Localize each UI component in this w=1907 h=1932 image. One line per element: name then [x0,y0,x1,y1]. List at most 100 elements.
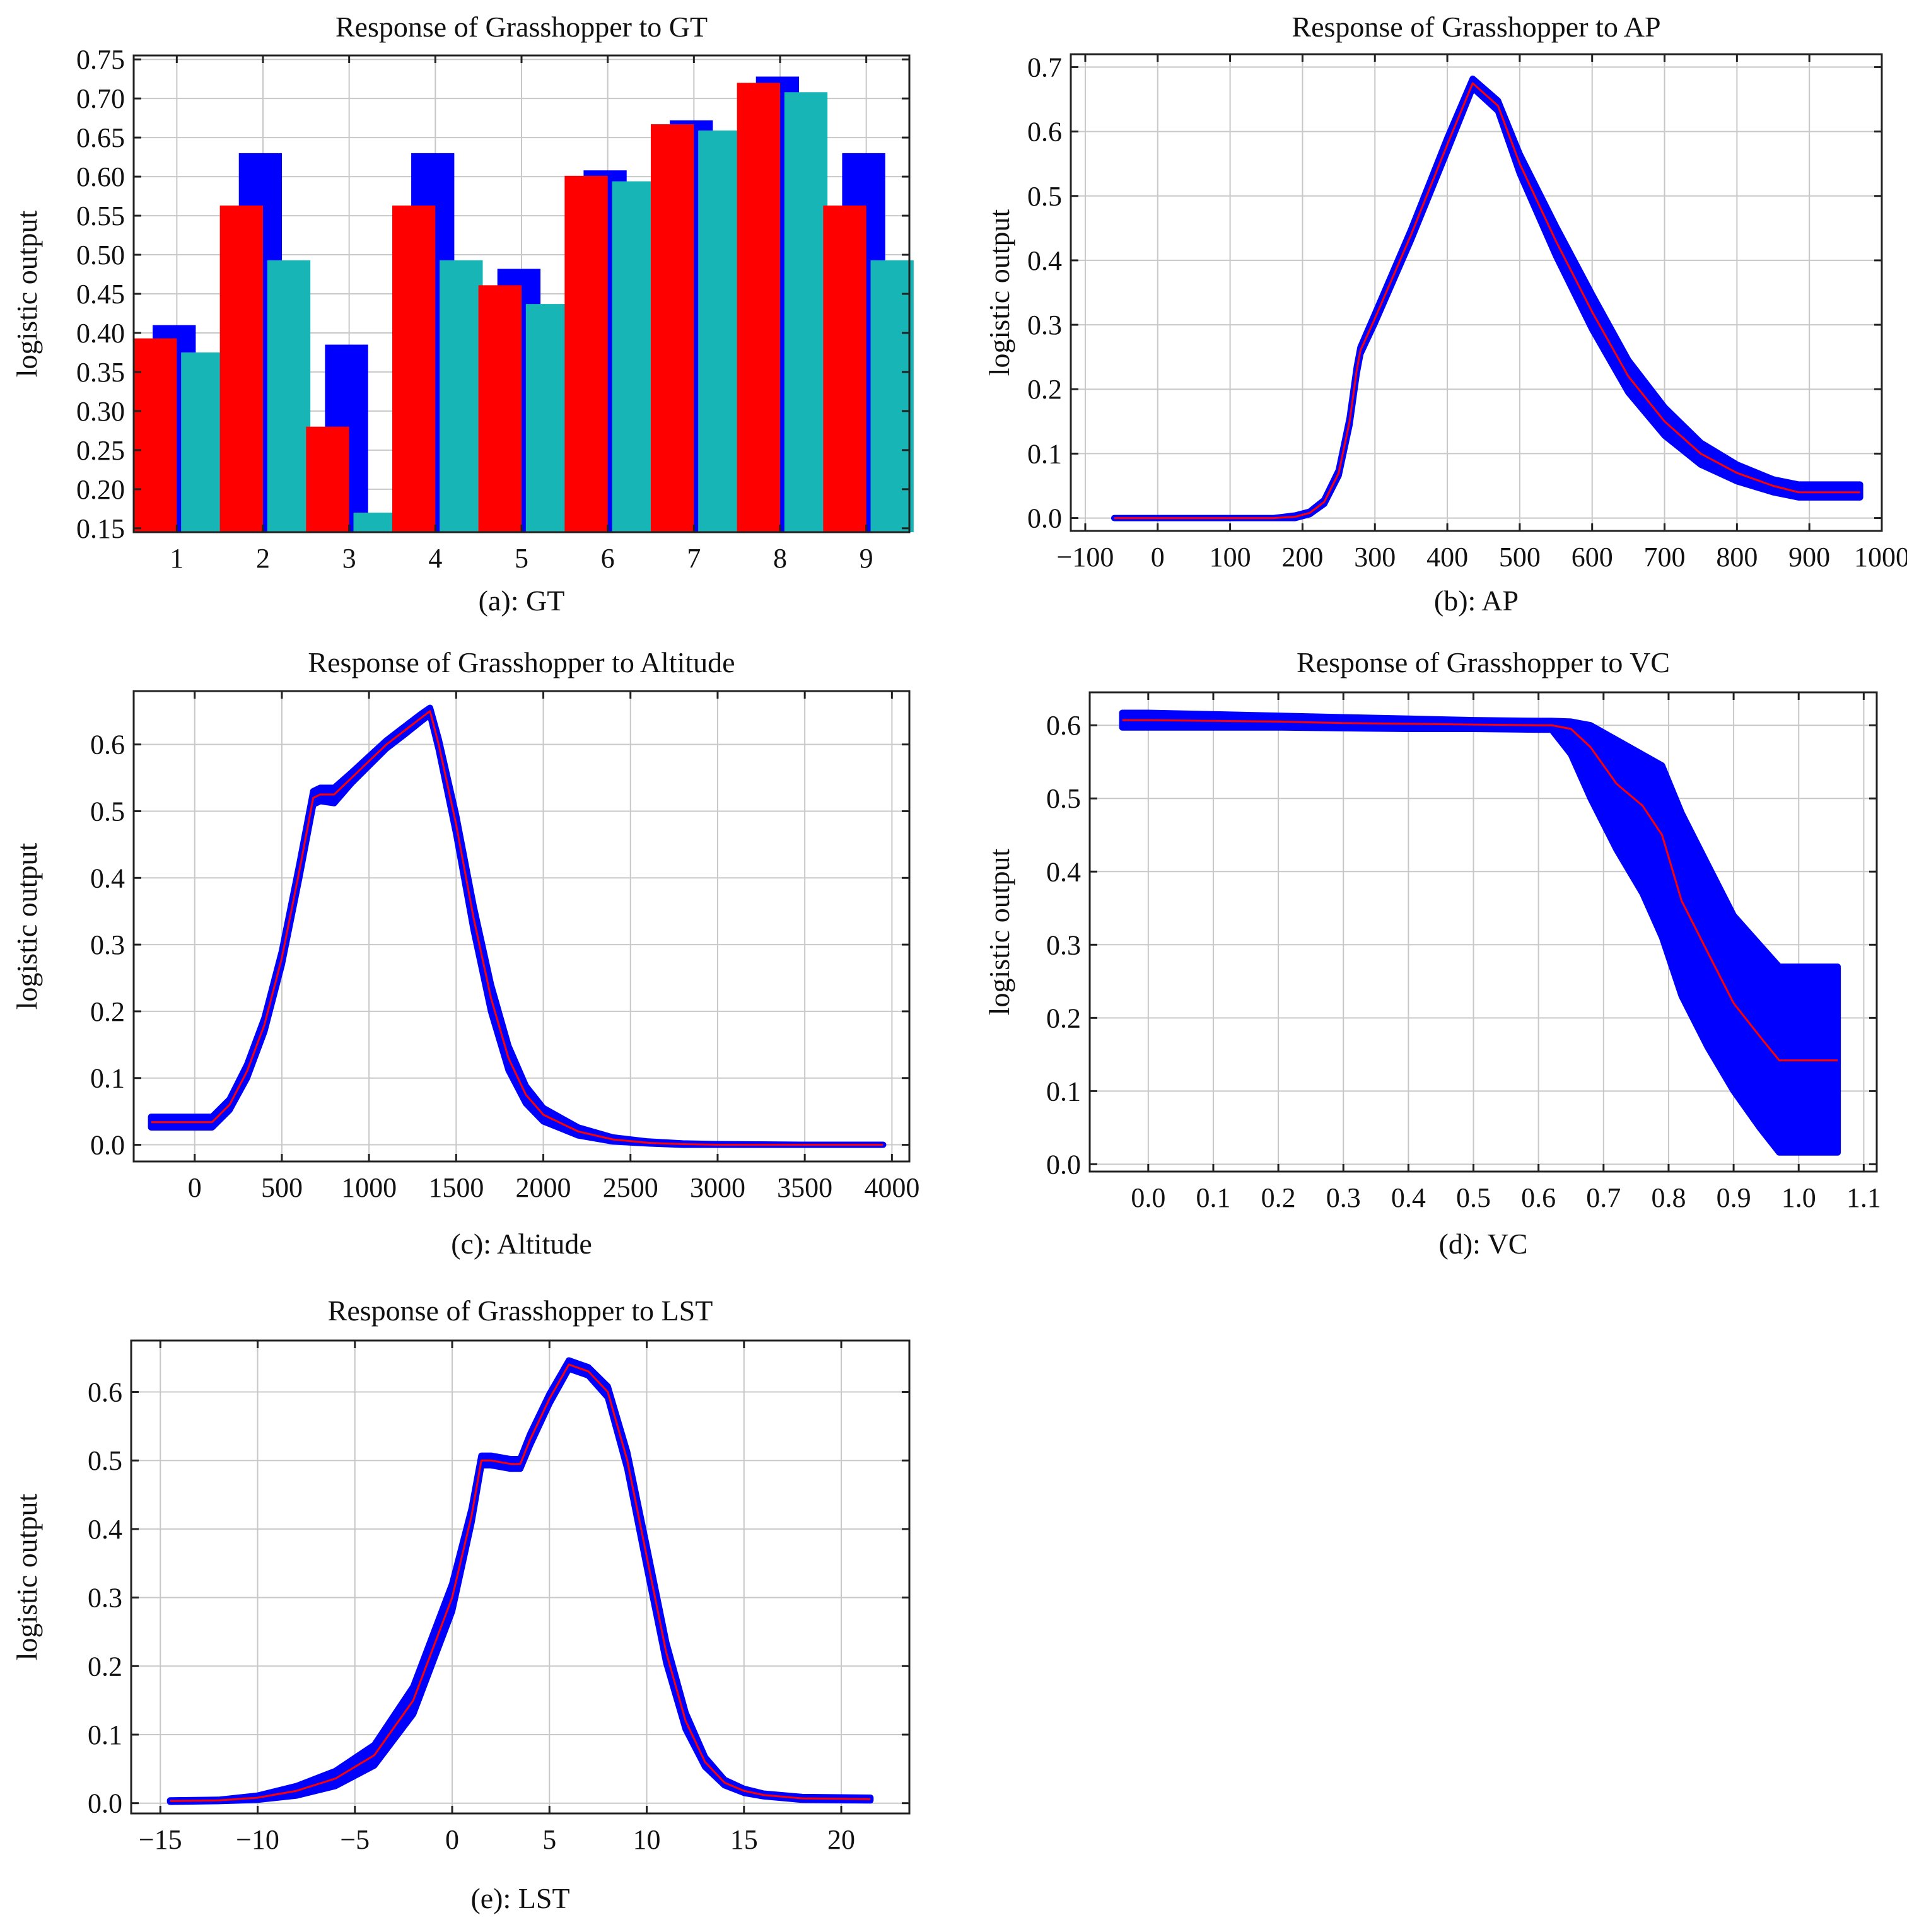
y-tick-label: 0.4 [1046,856,1081,887]
mean-response-line [170,1363,871,1802]
y-tick-label: 0.60 [76,161,125,192]
y-tick-label: 0.15 [76,513,125,544]
x-tick-label: −15 [139,1824,182,1855]
y-tick-label: 0.6 [1027,117,1062,148]
x-tick-label: 500 [261,1172,303,1203]
x-tick-label: −100 [1057,542,1114,573]
x-tick-label: 1.1 [1846,1182,1881,1213]
chart-title-c: Response of Grasshopper to Altitude [308,646,735,678]
y-tick-label: 0.2 [90,996,125,1027]
y-tick-label: 0.4 [88,1514,122,1545]
x-tick-label: 10 [633,1824,661,1855]
plot-frame-e [130,1339,911,1815]
y-tick-label: 0.6 [88,1377,122,1408]
x-tick-label: 300 [1354,542,1396,573]
x-tick-label: 0.1 [1196,1182,1230,1213]
chart-title-a: Response of Grasshopper to GT [335,11,708,43]
x-tick-label: 3000 [690,1172,745,1203]
chart-title-d: Response of Grasshopper to VC [1297,646,1670,678]
y-tick-label: 0.5 [1027,181,1062,212]
x-tick-label: 0.3 [1326,1182,1361,1213]
mean-response-line [151,710,884,1146]
chart-title-e: Response of Grasshopper to LST [328,1295,713,1327]
bar-mean-8 [737,83,780,532]
y-tick-label: 0.6 [1046,710,1081,741]
x-tick-label: 8 [773,543,787,574]
y-tick-label: 0.35 [76,357,125,388]
bar-mean-6 [564,175,608,532]
x-tick-label: −10 [236,1824,279,1855]
bar-lower-7 [698,130,742,532]
x-tick-label: 0.4 [1391,1182,1426,1213]
y-tick-label: 0.0 [88,1788,122,1819]
x-tick-label: 4000 [864,1172,919,1203]
x-tick-label: 2000 [516,1172,571,1203]
x-tick-label: 20 [827,1824,855,1855]
x-tick-label: 200 [1281,542,1323,573]
y-tick-label: 0.5 [90,796,125,827]
confidence-band [1119,709,1841,1156]
x-tick-label: 0.9 [1717,1182,1751,1213]
x-tick-label: 0 [1151,542,1165,573]
y-tick-label: 0.3 [1027,310,1062,340]
bar-lower-8 [784,92,828,533]
x-tick-label: 600 [1572,542,1613,573]
series-d [1119,709,1841,1156]
y-tick-label: 0.20 [76,474,125,505]
y-tick-label: 0.55 [76,201,125,231]
y-tick-label: 0.70 [76,83,125,114]
x-tick-label: 1000 [341,1172,397,1203]
y-tick-label: 0.3 [1046,929,1081,960]
bar-lower-4 [440,260,483,532]
panel-b: 0.0 0.1 0.2 0.3 0.4 0.5 0.6 0.7 −100 0 100 200 300 40… [983,11,1907,617]
y-tick-label: 0.4 [90,863,125,893]
bar-lower-5 [525,304,569,532]
grid-e [131,1341,909,1813]
plot-frame-d [1088,691,1878,1173]
bar-mean-3 [306,426,349,532]
y-tick-label: 0.5 [88,1445,122,1476]
y-tick-label: 0.75 [76,44,125,75]
y-tick-label: 0.6 [90,730,125,760]
x-tick-label: 0.2 [1261,1182,1296,1213]
tick-labels-a: 0.15 0.20 0.25 0.30 0.35 0.40 0.45 0.50 0.55 0.60… [76,44,909,574]
y-tick-label: 0.3 [90,929,125,960]
y-tick-label: 0.1 [1046,1076,1081,1107]
mean-response-line [1122,719,1838,1062]
x-tick-label: 3 [342,543,356,574]
x-tick-label: 1500 [428,1172,484,1203]
y-axis-label-d: logistic output [983,849,1015,1016]
y-tick-label: 0.45 [76,279,125,310]
bar-mean-5 [478,285,522,532]
confidence-band [1111,75,1863,521]
plot-frame-c [132,690,911,1163]
y-tick-label: 0.7 [1027,52,1062,83]
tick-labels-e: 0.0 0.1 0.2 0.3 0.4 0.5 0.6 −15 −10 −5 0 5 10 15 20 [88,1341,909,1855]
x-tick-label: 0.7 [1586,1182,1621,1213]
confidence-band [148,704,887,1148]
y-tick-label: 0.2 [1046,1003,1081,1033]
tick-labels-d: 0.0 0.1 0.2 0.3 0.4 0.5 0.6 0.0 0.1 0.2 0.3 0.4 0.5 0… [1046,692,1881,1213]
y-tick-label: 0.40 [76,318,125,349]
bar-lower-1 [181,352,225,532]
panel-a: 0.15 0.20 0.25 0.30 0.35 0.40 0.45 0.50 0.55 0.60… [11,11,914,617]
x-tick-label: 0.5 [1456,1182,1491,1213]
x-tick-label: 700 [1644,542,1686,573]
bar-lower-9 [870,260,914,532]
y-axis-label-a: logistic output [11,211,43,378]
x-tick-label: 9 [860,543,873,574]
x-tick-label: 4 [428,543,442,574]
x-tick-label: 0.6 [1521,1182,1556,1213]
bar-mean-2 [219,205,263,532]
y-tick-label: 0.1 [1027,438,1062,469]
bar-lower-3 [353,513,397,532]
panel-d: 0.0 0.1 0.2 0.3 0.4 0.5 0.6 0.0 0.1 0.2 0.3 0.4 0.5 0… [983,646,1881,1260]
x-tick-label: 3500 [777,1172,832,1203]
y-tick-label: 0.3 [88,1583,122,1614]
x-tick-label: 500 [1499,542,1541,573]
bar-mean-4 [392,205,436,532]
x-tick-label: 5 [542,1824,556,1855]
chart-title-b: Response of Grasshopper to AP [1292,11,1660,43]
series-b [1111,75,1863,521]
